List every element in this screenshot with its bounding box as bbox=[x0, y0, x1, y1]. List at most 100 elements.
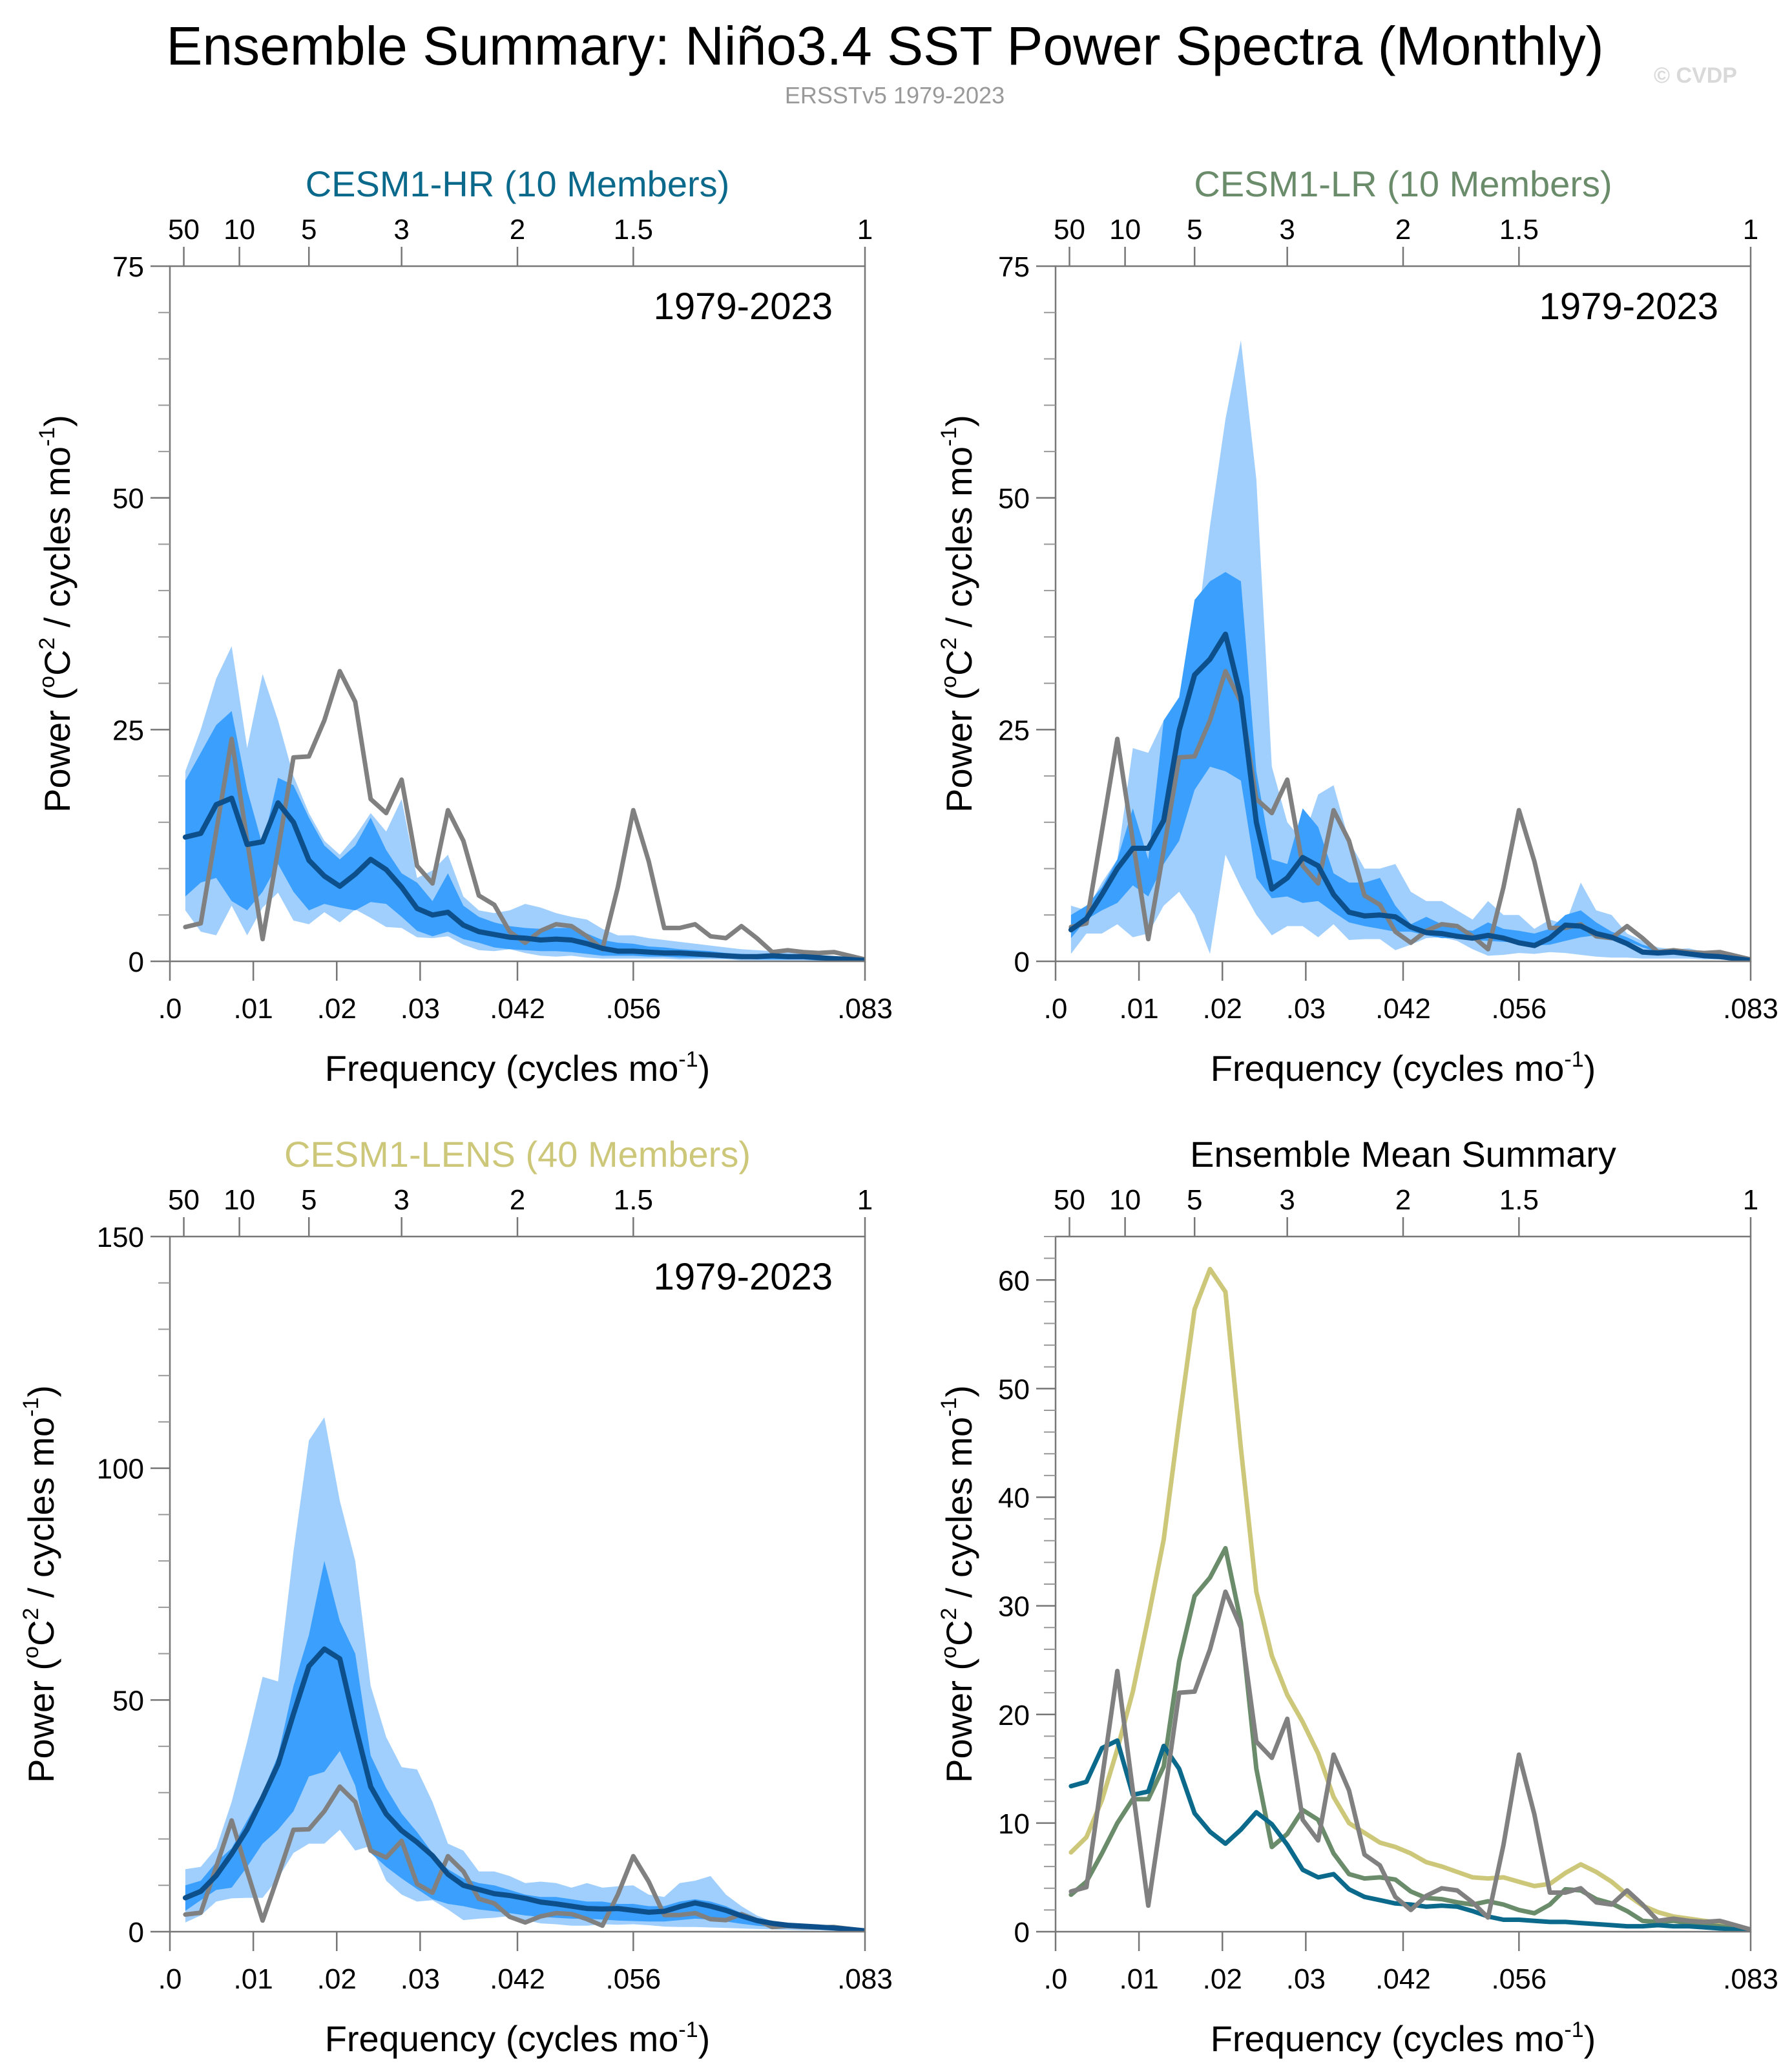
y-axis-label-end: ) bbox=[37, 415, 78, 427]
y-axis-label-deg: o bbox=[937, 676, 961, 688]
x-axis-label-text: Frequency (cycles mo bbox=[1211, 1048, 1565, 1089]
line-cesm1-hr bbox=[1068, 1738, 1751, 1932]
y-axis-label-deg: o bbox=[35, 676, 59, 688]
x-axis-label-sup: -1 bbox=[678, 1047, 698, 1072]
y-axis-label-sup: -1 bbox=[35, 427, 59, 446]
y-axis-label-end: ) bbox=[939, 1385, 979, 1397]
period-tick-label: 5 bbox=[301, 1184, 317, 1216]
period-tick-label: 2 bbox=[1395, 1184, 1411, 1216]
copyright-label: © CVDP bbox=[1654, 63, 1737, 88]
x-axis-label-end: ) bbox=[1584, 2018, 1596, 2059]
x-tick-label: .02 bbox=[317, 1963, 357, 1995]
x-tick-label: .083 bbox=[837, 993, 893, 1025]
y-axis-label-prefix: Power ( bbox=[939, 688, 979, 813]
period-range-label: 1979-2023 bbox=[1539, 286, 1718, 328]
panel-title: CESM1-LR (10 Members) bbox=[1194, 163, 1612, 204]
y-axis-label-prefix: Power ( bbox=[21, 1658, 61, 1783]
y-tick-label: 25 bbox=[998, 715, 1030, 746]
ensemble-mean-line bbox=[1068, 631, 1751, 961]
x-axis-label-text: Frequency (cycles mo bbox=[1211, 2018, 1565, 2059]
period-tick-label: 5 bbox=[1187, 1184, 1202, 1216]
period-tick-label: 2 bbox=[510, 1184, 525, 1216]
x-tick-label: .03 bbox=[401, 993, 440, 1025]
observations-line bbox=[1068, 669, 1751, 961]
y-axis-label-sup: -1 bbox=[937, 427, 961, 446]
y-axis-label-sq: 2 bbox=[35, 638, 59, 650]
line-cesm1-lr bbox=[1068, 1546, 1751, 1932]
period-tick-label: 1.5 bbox=[1499, 214, 1539, 245]
y-axis-label-prefix: Power ( bbox=[939, 1658, 979, 1783]
y-axis-label: Power (oC2 / cycles mo-1) bbox=[937, 1385, 979, 1783]
x-tick-label: .056 bbox=[606, 993, 662, 1025]
y-axis-label-mid: / cycles mo bbox=[21, 1417, 61, 1608]
x-tick-label: .056 bbox=[1492, 1963, 1547, 1995]
x-axis-label-sup: -1 bbox=[1564, 2018, 1583, 2042]
y-tick-label: 25 bbox=[112, 715, 144, 746]
y-tick-label: 60 bbox=[998, 1265, 1030, 1297]
line-ersstv5 bbox=[1068, 1589, 1751, 1932]
period-tick-label: 2 bbox=[1395, 214, 1411, 245]
x-axis-label: Frequency (cycles mo-1) bbox=[1211, 2018, 1596, 2059]
x-tick-label: .01 bbox=[234, 993, 273, 1025]
y-axis-label-c: C bbox=[37, 650, 78, 676]
plot-area bbox=[1068, 340, 1751, 961]
period-tick-label: 50 bbox=[168, 214, 200, 245]
y-axis-label: Power (oC2 / cycles mo-1) bbox=[937, 415, 979, 813]
x-tick-label: .083 bbox=[1723, 993, 1778, 1025]
period-tick-label: 1.5 bbox=[1499, 1184, 1539, 1216]
x-tick-label: .042 bbox=[1375, 993, 1431, 1025]
y-axis-label-c: C bbox=[21, 1620, 61, 1646]
y-axis-label-end: ) bbox=[21, 1385, 61, 1397]
period-tick-label: 10 bbox=[224, 214, 255, 245]
y-tick-label: 0 bbox=[129, 946, 144, 978]
y-tick-label: 50 bbox=[998, 483, 1030, 515]
period-tick-label: 1 bbox=[1743, 1184, 1758, 1216]
period-tick-label: 50 bbox=[168, 1184, 200, 1216]
period-range-label: 1979-2023 bbox=[654, 1256, 833, 1298]
x-tick-label: .056 bbox=[606, 1963, 662, 1995]
panel-summary: 0 10 20 30 40 50 60 .0 .01 .02 .03 .042 .056 .083 50 10… bbox=[937, 1134, 1778, 2059]
x-axis-label-sup: -1 bbox=[678, 2018, 698, 2042]
plot-area bbox=[182, 646, 865, 961]
x-tick-label: .083 bbox=[837, 1963, 893, 1995]
period-tick-label: 50 bbox=[1054, 1184, 1085, 1216]
x-axis-label: Frequency (cycles mo-1) bbox=[325, 1047, 711, 1089]
panel-title: CESM1-LENS (40 Members) bbox=[284, 1134, 751, 1175]
x-tick-label: .03 bbox=[401, 1963, 440, 1995]
y-axis-label-end: ) bbox=[939, 415, 979, 427]
x-tick-label: .02 bbox=[1203, 1963, 1242, 1995]
x-tick-label: .0 bbox=[1044, 993, 1068, 1025]
y-axis-label-sq: 2 bbox=[937, 638, 961, 650]
period-tick-label: 1 bbox=[857, 1184, 873, 1216]
subtitle: ERSSTv5 1979-2023 bbox=[785, 82, 1005, 109]
y-axis-label-mid: / cycles mo bbox=[37, 446, 78, 638]
x-axis-label-end: ) bbox=[1584, 1048, 1596, 1089]
period-tick-label: 5 bbox=[301, 214, 317, 245]
x-tick-label: .056 bbox=[1492, 993, 1547, 1025]
x-tick-label: .03 bbox=[1286, 1963, 1326, 1995]
x-tick-label: .01 bbox=[234, 1963, 273, 1995]
y-axis-label: Power (oC2 / cycles mo-1) bbox=[35, 415, 78, 813]
period-tick-label: 10 bbox=[224, 1184, 255, 1216]
y-tick-label: 10 bbox=[998, 1808, 1030, 1840]
y-tick-label: 0 bbox=[1014, 946, 1030, 978]
y-axis-label-c: C bbox=[939, 1620, 979, 1646]
y-tick-label: 50 bbox=[998, 1373, 1030, 1405]
y-axis-label-mid: / cycles mo bbox=[939, 446, 979, 638]
y-axis-label: Power (oC2 / cycles mo-1) bbox=[19, 1385, 61, 1783]
x-axis-label-end: ) bbox=[698, 1048, 711, 1089]
y-tick-label: 40 bbox=[998, 1483, 1030, 1514]
y-tick-label: 30 bbox=[998, 1591, 1030, 1623]
x-tick-label: .02 bbox=[317, 993, 357, 1025]
y-tick-label: 50 bbox=[112, 483, 144, 515]
period-tick-label: 5 bbox=[1187, 214, 1202, 245]
x-axis-label-sup: -1 bbox=[1564, 1047, 1583, 1072]
panel-lens: 0 50 100 150 .0 .01 .02 .03 .042 .056 .083 50 10 5 3 2 1… bbox=[19, 1134, 893, 2059]
x-axis-label-text: Frequency (cycles mo bbox=[325, 1048, 679, 1089]
period-tick-label: 2 bbox=[510, 214, 525, 245]
x-tick-label: .042 bbox=[490, 993, 545, 1025]
x-axis-label: Frequency (cycles mo-1) bbox=[325, 2018, 711, 2059]
plot-area bbox=[182, 1417, 865, 1932]
